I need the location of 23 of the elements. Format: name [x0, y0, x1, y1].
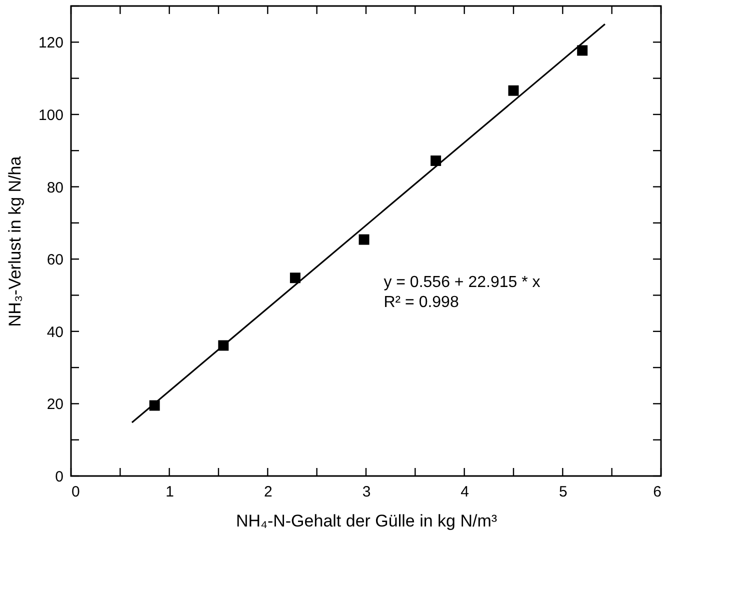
- y-tick-label: 0: [55, 468, 64, 486]
- x-tick-label: 1: [166, 484, 174, 500]
- point: [358, 234, 370, 245]
- y-tick-label: 20: [46, 396, 64, 414]
- x-axis-title: NH₄-N-Gehalt der Gülle in kg N/m³: [236, 512, 498, 530]
- x-tick-label: 4: [460, 484, 470, 500]
- point: [430, 155, 442, 166]
- y-tick-label: 120: [38, 34, 64, 52]
- x-tick-label: 2: [264, 484, 272, 500]
- point: [290, 272, 300, 284]
- x-tick-label: 6: [653, 484, 662, 500]
- y-tick-label: 60: [46, 252, 64, 269]
- y-tick-label: 100: [38, 106, 64, 124]
- annotation: R² = 0.998: [384, 294, 459, 311]
- annotation: y = 0.556 + 22.915 * x: [384, 274, 540, 291]
- x-tick-label: 0: [72, 484, 80, 500]
- y-tick-label: 40: [46, 324, 64, 341]
- point: [508, 85, 519, 96]
- point: [577, 45, 588, 56]
- x-tick-label: 5: [558, 484, 568, 500]
- x-tick-label: 3: [362, 484, 371, 500]
- y-tick-label: 80: [46, 179, 64, 196]
- y-axis-title: NH₃-Verlust in kg N/ha: [5, 156, 24, 327]
